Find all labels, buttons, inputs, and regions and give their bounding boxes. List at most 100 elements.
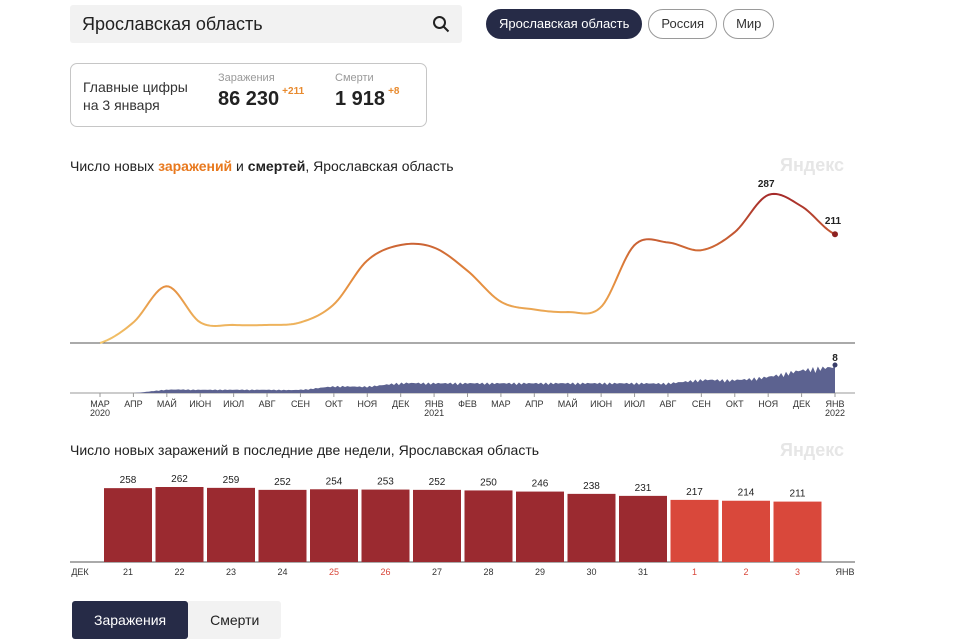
bar-category-label: 24 — [277, 567, 287, 577]
cases-series-line — [99, 192, 836, 344]
bar-value-label: 238 — [583, 481, 600, 492]
bar-category-label: 23 — [226, 567, 236, 577]
bar — [619, 495, 667, 562]
bar-category-label: 25 — [329, 567, 339, 577]
axis-start-label: ДЕК — [71, 567, 89, 577]
bar — [773, 501, 822, 562]
infections-stat: Заражения 86 230 +211 — [218, 72, 305, 110]
bar — [413, 489, 461, 562]
bar — [155, 487, 204, 562]
x-year-label: 2020 — [90, 408, 110, 418]
x-tick-label: СЕН — [692, 399, 711, 409]
bar-category-label: 21 — [123, 567, 133, 577]
axis-end-label: ЯНВ — [835, 567, 854, 577]
x-tick-label: ОКТ — [726, 399, 744, 409]
x-tick-label: СЕН — [291, 399, 310, 409]
bar-category-label: 2 — [743, 567, 748, 577]
metric-toggle: Заражения Смерти — [72, 601, 282, 639]
deaths-button[interactable]: Смерти — [188, 601, 282, 639]
search-icon[interactable] — [432, 15, 450, 33]
bar-category-label: 27 — [432, 567, 442, 577]
search-input[interactable]: Ярославская область — [82, 14, 263, 34]
x-tick-label: ЯНВ — [825, 399, 844, 409]
bar-value-label: 254 — [326, 476, 343, 487]
deaths-last-point — [832, 362, 838, 368]
tab-yaroslavl[interactable]: Ярославская область — [486, 9, 643, 39]
x-tick-label: МАР — [491, 399, 511, 409]
bar-value-label: 231 — [635, 483, 652, 494]
bar — [104, 488, 152, 562]
bar-category-label: 22 — [174, 567, 184, 577]
x-tick-label: НОЯ — [357, 399, 377, 409]
x-tick-label: ДЕК — [793, 399, 811, 409]
bar-category-label: 3 — [795, 567, 800, 577]
bar — [567, 493, 616, 562]
bar — [361, 489, 410, 562]
chart2-title: Число новых заражений в последние две не… — [70, 442, 540, 458]
bar — [670, 499, 719, 562]
x-year-label: 2021 — [424, 408, 444, 418]
bar-value-label: 252 — [274, 477, 291, 488]
bar-value-label: 252 — [429, 477, 446, 488]
bar-value-label: 253 — [377, 477, 394, 488]
yandex-watermark-2: Яндекс — [780, 440, 845, 460]
bar — [722, 500, 770, 562]
bar-value-label: 259 — [223, 475, 240, 486]
bar-category-label: 31 — [638, 567, 648, 577]
bar-category-label: 1 — [692, 567, 697, 577]
deaths-stat: Смерти 1 918 +8 — [335, 72, 400, 110]
x-tick-label: ЯНВ — [425, 399, 444, 409]
x-tick-label: МАР — [90, 399, 110, 409]
annotation-label: 287 — [758, 179, 775, 190]
x-tick-label: НОЯ — [758, 399, 778, 409]
tab-russia[interactable]: Россия — [648, 9, 718, 39]
bar-value-label: 258 — [120, 475, 137, 486]
bar-value-label: 217 — [686, 487, 703, 498]
bar-category-label: 26 — [380, 567, 390, 577]
x-tick-label: ОКТ — [325, 399, 343, 409]
x-tick-label: ФЕВ — [458, 399, 477, 409]
summary-card: Главные цифры на 3 января Заражения 86 2… — [70, 63, 427, 127]
bar-value-label: 262 — [171, 474, 188, 485]
bar-category-label: 29 — [535, 567, 545, 577]
x-tick-label: АВГ — [259, 399, 276, 409]
yandex-watermark: Яндекс — [780, 155, 845, 175]
summary-label: Главные цифры на 3 января — [83, 79, 188, 113]
bar — [516, 491, 564, 562]
bar-value-label: 214 — [738, 488, 755, 499]
x-tick-label: ДЕК — [392, 399, 410, 409]
deaths-value: 1 918 +8 — [335, 86, 400, 110]
bar-value-label: 250 — [480, 477, 497, 488]
cases-last-point — [832, 231, 838, 238]
x-tick-label: ИЮЛ — [223, 399, 244, 409]
bar-value-label: 211 — [790, 489, 806, 500]
tab-world[interactable]: Мир — [723, 9, 775, 39]
x-tick-label: ИЮЛ — [624, 399, 645, 409]
bar-category-label: 30 — [586, 567, 596, 577]
infections-button[interactable]: Заражения — [72, 601, 189, 639]
region-tabs: Ярославская область Россия Мир — [486, 9, 775, 39]
x-tick-label: АПР — [124, 399, 142, 409]
bar-category-label: 28 — [483, 567, 493, 577]
x-tick-label: МАЙ — [157, 398, 177, 409]
deaths-delta: +8 — [388, 86, 400, 97]
deaths-series-area — [100, 365, 835, 393]
infections-delta: +211 — [282, 86, 305, 97]
bar — [464, 490, 513, 562]
infections-value: 86 230 +211 — [218, 86, 305, 110]
bar — [258, 489, 307, 562]
x-tick-label: АПР — [525, 399, 543, 409]
bar — [207, 487, 255, 562]
x-year-label: 2022 — [825, 408, 845, 418]
region-search[interactable]: Ярославская область — [70, 5, 462, 43]
annotation-label: 211 — [825, 216, 842, 227]
bar — [310, 489, 358, 562]
chart1-title: Число новых заражений и смертей, Ярослав… — [70, 158, 454, 174]
bar-value-label: 246 — [532, 479, 549, 490]
annotation-label: 8 — [832, 353, 838, 364]
x-tick-label: ИЮН — [189, 399, 211, 409]
x-tick-label: ИЮН — [590, 399, 612, 409]
x-tick-label: АВГ — [660, 399, 677, 409]
